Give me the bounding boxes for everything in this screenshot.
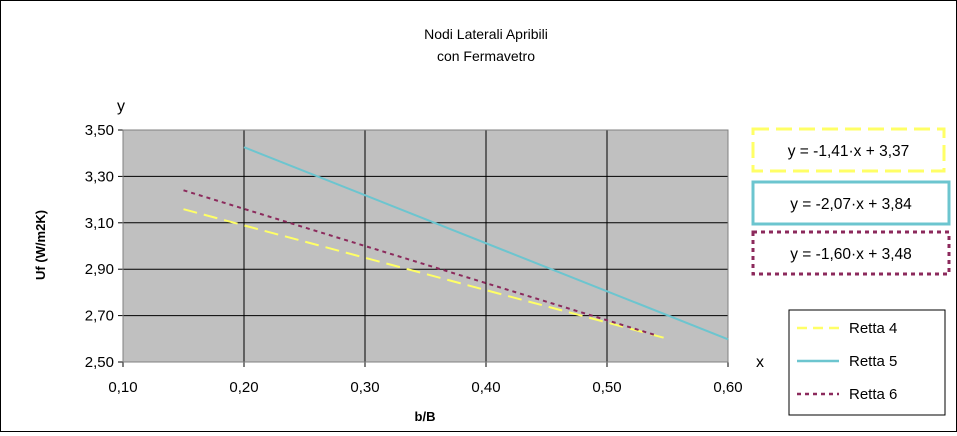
legend-label-3: Retta 6: [849, 386, 897, 403]
y-axis-title: Uf (W/m2K): [33, 210, 48, 280]
legend-label-2: Retta 5: [849, 353, 897, 370]
equation-box-1: [751, 127, 946, 173]
y-tick-label: 2,70: [85, 308, 114, 325]
y-tick-label: 2,90: [85, 261, 114, 278]
x-tick-label: 0,30: [350, 379, 379, 396]
x-tick-label: 0,10: [108, 379, 137, 396]
y-tick-label: 3,30: [85, 168, 114, 185]
x-tick-label: 0,40: [471, 379, 500, 396]
plot-background: [123, 130, 728, 362]
equation-label-3: y = -1,60·x + 3,48: [790, 246, 912, 263]
y-tick-label: 3,10: [85, 215, 114, 232]
equation-label-1: y = -1,41·x + 3,37: [788, 143, 910, 160]
chart-title-line-1: Nodi Laterali Apribili: [424, 26, 548, 42]
equation-label-2: y = -2,07·x + 3,84: [790, 196, 912, 213]
legend-label-1: Retta 4: [849, 320, 897, 337]
plot-border: [122, 129, 729, 363]
x-axis-title: b/B: [415, 409, 436, 424]
series-line-3: [183, 189, 656, 337]
x-corner-label: x: [756, 354, 764, 371]
legend: Retta 4 Retta 5 Retta 6: [788, 309, 946, 416]
x-tick-label: 0,20: [229, 379, 258, 396]
equation-box-2: [751, 180, 951, 226]
y-tick-label: 2,50: [85, 354, 114, 371]
chart-title-line-2: con Fermavetro: [437, 48, 535, 64]
equation-boxes: y = -1,41·x + 3,37 y = -2,07·x + 3,84 y = …: [751, 127, 951, 276]
y-tick-label: 3,50: [85, 122, 114, 139]
plot-area: 0,10 0,20 0,30 0,40 0,50 0,60 2,50 2,70 2,90 3,10…: [85, 122, 743, 396]
x-tick-label: 0,60: [713, 379, 742, 396]
series-line-2: [243, 146, 729, 341]
x-tick-label: 0,50: [592, 379, 621, 396]
equation-box-3: [751, 230, 951, 276]
y-corner-label: y: [117, 98, 125, 115]
